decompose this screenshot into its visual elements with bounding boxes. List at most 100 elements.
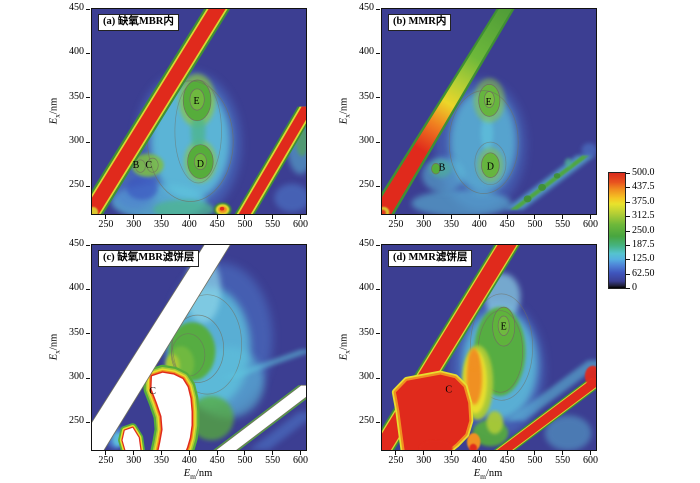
x-tick — [216, 451, 218, 455]
x-tick — [534, 451, 536, 455]
colorbar-gradient — [608, 172, 626, 289]
x-tick-label: 250 — [98, 455, 114, 466]
x-tick — [534, 215, 536, 219]
x-tick-label: 450 — [499, 455, 515, 466]
peak-label-b-D: D — [487, 162, 494, 173]
x-tick-label: 450 — [209, 455, 225, 466]
panel-a-title: (a) 缺氧MBR内 — [98, 14, 179, 31]
x-axis-label-d: Em/nm — [474, 468, 503, 481]
x-tick-label: 600 — [582, 219, 598, 230]
x-tick — [506, 215, 508, 219]
x-tick-label: 550 — [555, 455, 571, 466]
colorbar-tick — [626, 288, 630, 289]
y-tick — [86, 97, 90, 99]
panel-b-plot: B D E (b) MMR内 — [381, 8, 597, 215]
y-tick — [376, 97, 380, 99]
colorbar-tick — [626, 273, 630, 275]
x-tick-label: 350 — [443, 455, 459, 466]
y-tick-label: 400 — [69, 282, 84, 294]
y-tick-label: 350 — [359, 90, 374, 102]
panel-d-title: (d) MMR滤饼层 — [388, 250, 473, 267]
colorbar-tick — [626, 259, 630, 261]
x-tick — [450, 215, 452, 219]
y-tick — [86, 8, 90, 10]
y-tick-label: 350 — [69, 326, 84, 338]
panel-b-contour-map: B D E — [382, 9, 596, 214]
x-tick — [272, 451, 274, 455]
ex-rest: /nm — [48, 333, 60, 350]
colorbar-tick-label: 375.0 — [632, 195, 655, 207]
ex-letter: E — [338, 353, 350, 360]
em-letter: E — [473, 468, 481, 479]
y-tick-label: 400 — [359, 282, 374, 294]
x-tick-label: 300 — [126, 455, 142, 466]
x-tick — [423, 215, 425, 219]
em-sub: m — [480, 472, 486, 482]
y-tick — [376, 377, 380, 379]
ex-letter: E — [48, 353, 60, 360]
x-tick-label: 600 — [292, 455, 308, 466]
x-tick-label: 500 — [237, 219, 253, 230]
y-tick-label: 250 — [359, 179, 374, 191]
colorbar-tick-label: 0 — [632, 282, 637, 293]
x-axis-label-c: Em/nm — [184, 468, 213, 481]
y-tick — [376, 141, 380, 143]
x-tick — [216, 215, 218, 219]
x-tick-label: 250 — [98, 219, 114, 230]
y-tick — [86, 244, 90, 246]
y-tick — [86, 288, 90, 290]
colorbar-tick-label: 187.5 — [632, 238, 655, 250]
y-tick-label: 350 — [69, 90, 84, 102]
em-sub: m — [190, 472, 196, 482]
y-tick-label: 450 — [359, 2, 374, 13]
peak-label-d-C: C — [445, 384, 452, 395]
ex-letter: E — [48, 117, 60, 124]
em-rest: /nm — [195, 468, 213, 479]
colorbar-tick-label: 500.0 — [632, 167, 655, 178]
ex-rest: /nm — [338, 97, 350, 114]
y-tick — [86, 141, 90, 143]
x-tick-label: 600 — [582, 455, 598, 466]
x-tick-label: 500 — [237, 455, 253, 466]
panel-b-title: (b) MMR内 — [388, 14, 452, 31]
x-tick-label: 400 — [471, 219, 487, 230]
x-tick — [589, 215, 591, 219]
y-tick-label: 250 — [359, 415, 374, 427]
y-axis-label-c: Ex/nm — [48, 333, 61, 360]
panel-d-plot: C E (d) MMR滤饼层 — [381, 244, 597, 451]
ex-letter: E — [338, 117, 350, 124]
y-tick — [376, 8, 380, 10]
x-tick-label: 350 — [153, 219, 169, 230]
colorbar-tick-label: 250.0 — [632, 224, 655, 236]
ex-rest: /nm — [338, 333, 350, 350]
panel-d: C E (d) MMR滤饼层 250 300 350 400 450 500 550 600 250 3… — [359, 238, 598, 466]
y-tick-label: 300 — [69, 371, 84, 383]
y-tick-label: 400 — [69, 46, 84, 58]
em-rest: /nm — [485, 468, 503, 479]
x-tick — [244, 451, 246, 455]
colorbar-tick-label: 437.5 — [632, 181, 655, 193]
x-tick — [133, 215, 135, 219]
peak-label-a-E: E — [193, 96, 199, 107]
y-tick — [376, 52, 380, 54]
y-tick — [376, 185, 380, 187]
panel-c: C (c) 缺氧MBR滤饼层 250 300 350 400 450 500 550 600 250… — [69, 238, 308, 466]
x-tick — [562, 451, 564, 455]
colorbar-tick — [626, 244, 630, 246]
x-tick-label: 550 — [265, 219, 281, 230]
colorbar-tick — [626, 201, 630, 203]
y-tick-label: 350 — [359, 326, 374, 338]
x-tick — [478, 215, 480, 219]
y-axis-label-a: Ex/nm — [48, 97, 61, 124]
colorbar-tick — [626, 216, 630, 218]
x-tick-label: 350 — [153, 455, 169, 466]
x-tick-label: 400 — [181, 455, 197, 466]
y-tick — [86, 185, 90, 187]
x-tick-label: 500 — [527, 219, 543, 230]
colorbar-tick-label: 62.50 — [632, 267, 655, 279]
panel-c-contour-map: C — [92, 245, 306, 450]
x-tick — [244, 215, 246, 219]
x-tick — [506, 451, 508, 455]
x-tick-label: 400 — [471, 455, 487, 466]
